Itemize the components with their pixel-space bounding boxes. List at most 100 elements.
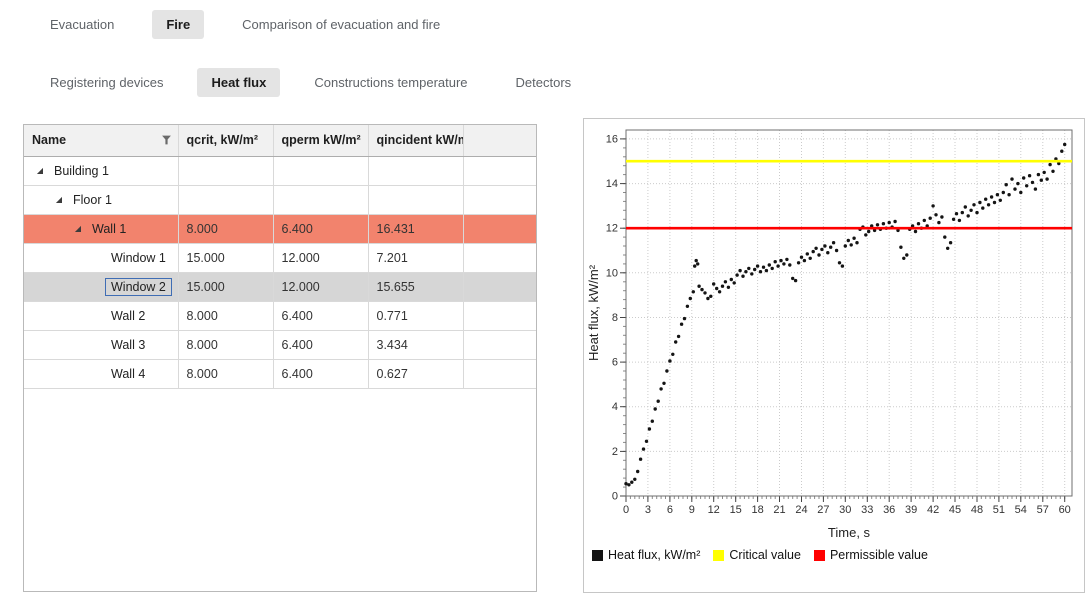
column-header-name-label: Name [32,133,67,148]
qperm-cell[interactable]: 6.400 [273,301,369,331]
svg-text:30: 30 [839,504,851,516]
svg-text:2: 2 [612,446,618,458]
svg-text:6: 6 [667,504,673,516]
qperm-cell[interactable]: 6.400 [273,330,369,360]
table-row[interactable]: Window 2 15.000 12.000 15.655 [24,272,536,302]
tree-table: Name qcrit, kW/m² qperm kW/m² qincident … [24,125,536,389]
qperm-cell[interactable]: 6.400 [273,359,369,389]
empty-cell [463,243,536,273]
svg-text:3: 3 [645,504,651,516]
qincident-cell[interactable]: 3.434 [368,330,464,360]
qperm-cell[interactable]: 6.400 [273,214,369,244]
svg-text:51: 51 [993,504,1005,516]
qcrit-cell[interactable]: 15.000 [178,272,274,302]
name-cell[interactable]: ◢ Wall 1 [24,214,179,244]
name-cell[interactable]: ◢ Floor 1 [24,185,179,215]
tab-registering-devices[interactable]: Registering devices [50,75,164,90]
svg-text:8: 8 [612,312,618,324]
qperm-cell[interactable] [273,156,369,186]
row-name: Window 1 [111,250,166,265]
qincident-cell[interactable]: 0.771 [368,301,464,331]
svg-text:4: 4 [612,401,618,413]
qcrit-cell[interactable]: 8.000 [178,214,274,244]
svg-text:10: 10 [606,267,618,279]
table-row[interactable]: Wall 3 8.000 6.400 3.434 [24,330,536,360]
tab-evacuation[interactable]: Evacuation [50,17,115,32]
empty-cell [463,272,536,302]
qperm-cell[interactable]: 12.000 [273,272,369,302]
empty-cell [463,301,536,331]
expander-icon[interactable]: ◢ [55,195,63,204]
empty-cell [463,214,536,244]
qperm-cell[interactable]: 12.000 [273,243,369,273]
column-header-qincident[interactable]: qincident kW/m² [368,125,464,157]
column-header-qperm[interactable]: qperm kW/m² [273,125,369,157]
qincident-cell[interactable] [368,156,464,186]
svg-text:6: 6 [612,357,618,369]
svg-text:14: 14 [606,178,618,190]
filter-icon[interactable] [161,135,172,146]
svg-text:0: 0 [612,491,618,503]
legend-item: Permissible value [813,548,928,562]
qperm-cell[interactable] [273,185,369,215]
tab-constructions-temperature[interactable]: Constructions temperature [314,75,468,90]
name-cell[interactable]: Window 2 [24,272,179,302]
chart-legend: Heat flux, kW/m² Critical value Permissibl… [586,542,1082,562]
expander-icon[interactable]: ◢ [74,224,82,233]
qincident-cell[interactable] [368,185,464,215]
table-row[interactable]: Wall 4 8.000 6.400 0.627 [24,359,536,389]
chart-panel: 0 3 6 9 12 15 18 21 24 27 30 33 36 39 42 45 48 51 54 57 60 0 2… [583,118,1085,593]
column-header-empty [463,125,536,157]
svg-text:12: 12 [606,223,618,235]
legend-swatch [713,549,725,561]
tab-detectors[interactable]: Detectors [515,75,572,90]
svg-text:54: 54 [1015,504,1027,516]
qcrit-cell[interactable] [178,156,274,186]
table-row[interactable]: Wall 2 8.000 6.400 0.771 [24,301,536,331]
column-header-name[interactable]: Name [24,125,179,157]
table-row[interactable]: ◢ Wall 1 8.000 6.400 16.431 [24,214,536,244]
name-cell[interactable]: Window 1 [24,243,179,273]
column-header-qcrit[interactable]: qcrit, kW/m² [178,125,274,157]
name-cell[interactable]: Wall 3 [24,330,179,360]
svg-text:42: 42 [927,504,939,516]
secondary-tabs: Registering devices Heat flux Construction… [36,68,585,97]
qincident-cell[interactable]: 16.431 [368,214,464,244]
qcrit-cell[interactable]: 15.000 [178,243,274,273]
legend-swatch [592,549,603,561]
name-cell[interactable]: Wall 4 [24,359,179,389]
name-cell[interactable]: ◢ Building 1 [24,156,179,186]
table-row[interactable]: ◢ Building 1 [24,156,536,186]
name-cell[interactable]: Wall 2 [24,301,179,331]
svg-text:9: 9 [689,504,695,516]
svg-text:48: 48 [971,504,983,516]
qcrit-cell[interactable]: 8.000 [178,301,274,331]
svg-text:12: 12 [708,504,720,516]
qcrit-cell[interactable]: 8.000 [178,330,274,360]
legend-item: Critical value [713,548,801,562]
tab-fire[interactable]: Fire [152,10,205,39]
row-name: Wall 4 [111,366,146,381]
row-name: Floor 1 [73,192,112,207]
svg-text:21: 21 [773,504,785,516]
qcrit-cell[interactable] [178,185,274,215]
table-row[interactable]: Window 1 15.000 12.000 7.201 [24,243,536,273]
qincident-cell[interactable]: 15.655 [368,272,464,302]
qcrit-cell[interactable]: 8.000 [178,359,274,389]
table-row[interactable]: ◢ Floor 1 [24,185,536,215]
svg-text:36: 36 [883,504,895,516]
qincident-cell[interactable]: 7.201 [368,243,464,273]
legend-item: Heat flux, kW/m² [592,548,700,562]
empty-cell [463,330,536,360]
svg-text:24: 24 [795,504,807,516]
row-name: Window 2 [105,277,172,296]
expander-icon[interactable]: ◢ [36,166,44,175]
svg-text:39: 39 [905,504,917,516]
tab-comparison-of-evacuation-and-fire[interactable]: Comparison of evacuation and fire [242,17,441,32]
qincident-cell[interactable]: 0.627 [368,359,464,389]
svg-text:15: 15 [730,504,742,516]
tab-heat-flux[interactable]: Heat flux [197,68,281,97]
legend-label: Critical value [729,548,801,562]
legend-label: Heat flux, kW/m² [608,548,701,562]
legend-label: Permissible value [829,548,928,562]
